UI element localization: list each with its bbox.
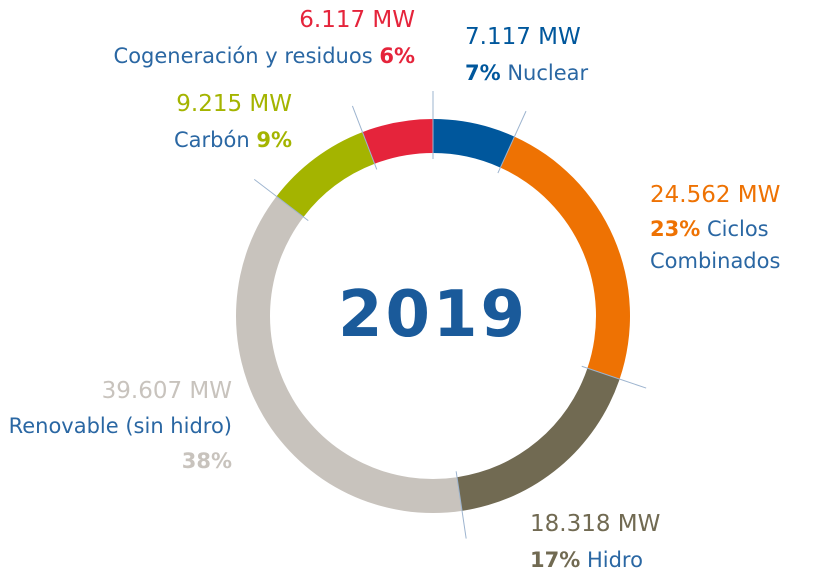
label-cogeneracion: 6.117 MW Cogeneración y residuos 6%	[114, 2, 415, 74]
value-label: 18.318 MW	[530, 511, 661, 537]
center-label: 2019	[337, 278, 529, 352]
leader-line	[497, 110, 527, 174]
label-line: 17% Hidro	[530, 542, 660, 576]
label-line: Carbón 9%	[174, 122, 292, 158]
value-label: 39.607 MW	[101, 378, 232, 404]
leader-line	[351, 105, 378, 170]
category-label: Renovable (sin hidro)	[8, 414, 232, 438]
percent-label: 17%	[530, 548, 581, 572]
leader-line	[581, 365, 647, 389]
donut-segment	[362, 119, 433, 164]
category-label: Hidro	[586, 548, 643, 572]
leader-line	[455, 471, 467, 539]
value-label: 24.562 MW	[650, 182, 781, 208]
leader-line	[253, 178, 309, 222]
category-label: Ciclos Combinados	[650, 217, 781, 273]
value-label: 6.117 MW	[299, 7, 415, 33]
donut-segment	[457, 368, 620, 511]
donut-segment	[276, 132, 375, 217]
percent-label: 6%	[379, 44, 415, 68]
donut-segment	[500, 136, 630, 380]
value-label: 9.215 MW	[176, 91, 292, 117]
category-label: Nuclear	[507, 61, 589, 85]
label-hidro: 18.318 MW 17% Hidro	[530, 506, 660, 576]
percent-label: 38%	[181, 449, 232, 473]
label-line: Cogeneración y residuos 6%	[114, 38, 415, 74]
percent-label: 23%	[650, 217, 701, 241]
label-line: 23% Ciclos Combinados	[650, 213, 800, 277]
percent-label: 7%	[465, 61, 501, 85]
donut-segment	[433, 119, 515, 168]
label-carbon: 9.215 MW Carbón 9%	[174, 86, 292, 158]
donut-segment	[236, 196, 463, 514]
label-nuclear: 7.117 MW 7% Nuclear	[465, 19, 588, 91]
label-ciclos: 24.562 MW 23% Ciclos Combinados	[650, 177, 800, 277]
label-line: 7% Nuclear	[465, 55, 588, 91]
category-label: Cogeneración y residuos	[113, 44, 373, 68]
value-label: 7.117 MW	[465, 24, 581, 50]
category-label: Carbón	[174, 128, 250, 152]
percent-label: 9%	[256, 128, 292, 152]
label-renovable: 39.607 MW Renovable (sin hidro) 38%	[9, 374, 232, 479]
